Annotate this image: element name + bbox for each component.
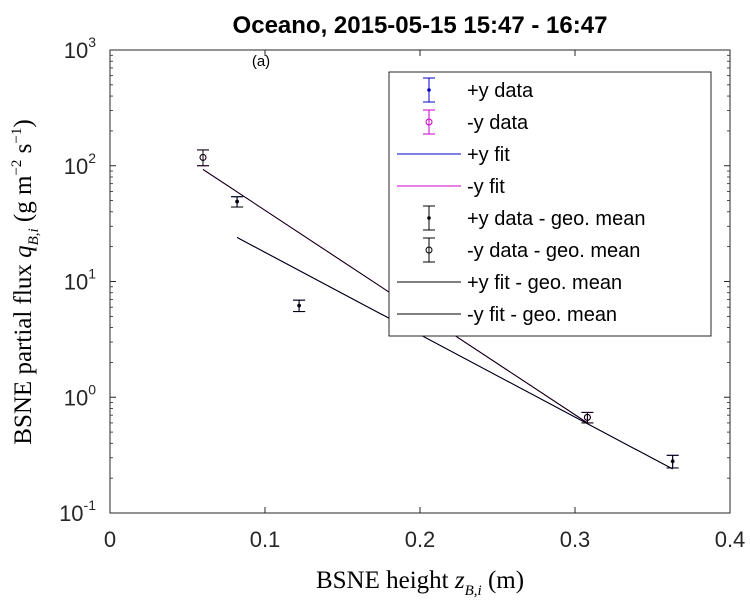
- data-point: [583, 413, 591, 421]
- legend-label: -y data - geo. mean: [467, 240, 640, 262]
- legend-marker: [425, 246, 433, 254]
- legend-label: +y data - geo. mean: [467, 208, 645, 230]
- fit-line-6: [236, 237, 673, 470]
- legend-box: [388, 71, 712, 337]
- legend-label: -y fit: [467, 176, 505, 198]
- legend-label: -y fit - geo. mean: [467, 304, 617, 326]
- data-point: [297, 303, 301, 308]
- x-tick-label: 0.4: [715, 527, 746, 552]
- legend-label: +y fit: [467, 144, 510, 166]
- legend-marker: [427, 88, 431, 92]
- x-tick-label: 0: [104, 527, 116, 552]
- y-tick-label: 103: [64, 34, 96, 63]
- data-point: [670, 459, 675, 464]
- x-tick-label: 0.3: [560, 527, 591, 552]
- x-tick-label: 0.1: [250, 527, 281, 552]
- legend: +y data -y data +y fit -y fit +y data - geo.…: [388, 71, 712, 337]
- axes: [109, 49, 731, 514]
- y-tick-label: 100: [64, 381, 96, 410]
- chart-title: Oceano, 2015-05-15 15:47 - 16:47: [233, 12, 608, 39]
- data-point: [235, 199, 239, 204]
- x-axis-label: BSNE height zB,i (m): [316, 567, 524, 599]
- data-points: [197, 149, 679, 469]
- y-tick-label: 10-1: [59, 497, 96, 526]
- data-point: [199, 153, 207, 161]
- legend-label: -y data: [467, 112, 529, 134]
- y-tick-label: 101: [64, 266, 96, 295]
- y-tick-label: 102: [64, 150, 96, 179]
- y-axis-label: BSNE partial flux qB,i (g m−2 s−1): [9, 119, 42, 444]
- legend-label: +y fit - geo. mean: [467, 272, 622, 294]
- legend-label: +y data: [467, 80, 534, 102]
- tick-labels: 0 0.1 0.2 0.3 0.4 10-1 100 101 102 103: [59, 34, 745, 552]
- panel-label: (a): [252, 53, 270, 70]
- legend-marker: [425, 118, 433, 126]
- legend-marker: [427, 216, 431, 220]
- x-tick-label: 0.2: [405, 527, 436, 552]
